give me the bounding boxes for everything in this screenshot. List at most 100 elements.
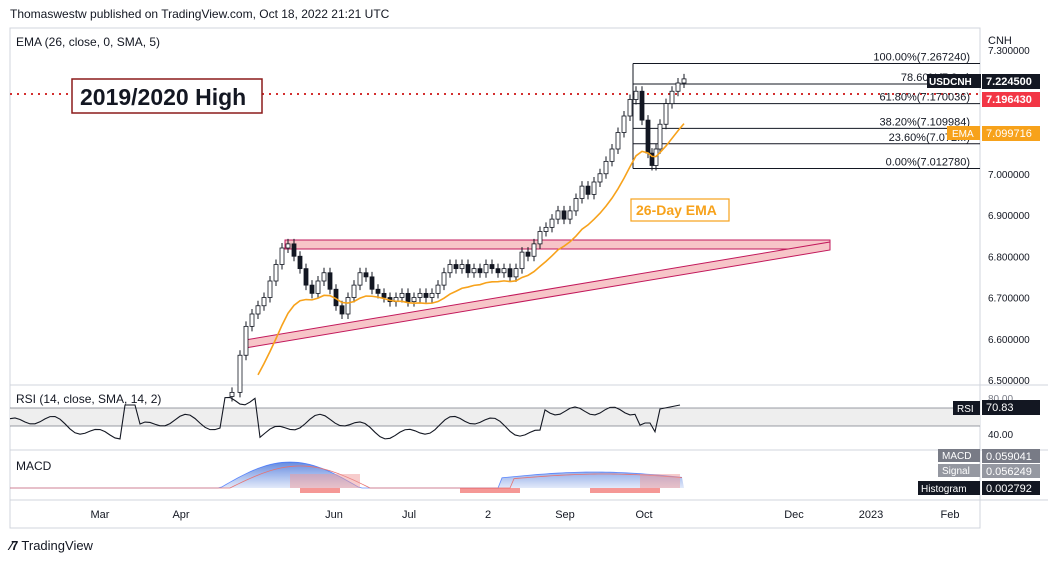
fibonacci-retracement[interactable]: 100.00%(7.267240)78.60%(7.2...)61.80%(7.… xyxy=(632,52,980,169)
candle-body xyxy=(471,268,477,274)
candle-body xyxy=(261,297,267,307)
candle-body xyxy=(285,243,291,249)
candle-body xyxy=(597,173,603,183)
candle-body xyxy=(291,243,297,257)
macd-area xyxy=(10,462,684,488)
rsi-tick-80: 80.00 xyxy=(988,394,1013,405)
candle-body xyxy=(507,268,513,278)
candle-body xyxy=(633,90,639,100)
candle-body xyxy=(345,297,351,315)
candle-body xyxy=(303,268,309,286)
symbol-tag xyxy=(927,74,981,88)
last-price-tag xyxy=(982,74,1040,89)
candle-body xyxy=(543,226,549,232)
candle-body xyxy=(477,268,483,274)
signal-value: 0.056249 xyxy=(986,466,1032,478)
high-price: 7.196430 xyxy=(986,94,1032,106)
candle-body xyxy=(249,313,255,327)
candle-body xyxy=(351,284,357,298)
candle-body xyxy=(405,292,411,303)
macd-histogram-bar xyxy=(300,488,340,493)
candle-body xyxy=(519,251,525,270)
price-tick: 7.000000 xyxy=(988,170,1030,181)
candle-body xyxy=(555,210,561,220)
candle-body xyxy=(255,305,261,315)
candle-body xyxy=(657,123,663,150)
candle-body xyxy=(513,268,519,278)
ema-label-box xyxy=(630,198,730,222)
candle-body xyxy=(609,148,615,162)
histogram-value: 0.002792 xyxy=(986,483,1032,495)
candle-body xyxy=(237,354,243,393)
currency-label: CNH xyxy=(988,35,1012,47)
candle-body xyxy=(229,391,235,397)
candle-body xyxy=(309,284,315,294)
candle-body xyxy=(429,292,435,298)
candle-body xyxy=(525,251,531,257)
last-price: 7.224500 xyxy=(986,76,1032,88)
time-axis: Mar Apr Jun Jul 2 Sep Oct Dec 2023 Feb xyxy=(91,509,960,521)
rsi-tick-40: 40.00 xyxy=(988,430,1013,441)
time-tick: Jun xyxy=(325,509,343,521)
ema-tag-text: EMA xyxy=(952,129,974,140)
time-tick: 2 xyxy=(485,509,491,521)
candle-body xyxy=(339,305,345,315)
macd-histogram-bar xyxy=(590,488,660,493)
price-chart[interactable]: EMA (26, close, 0, SMA, 5) CNH 7.3000007… xyxy=(0,0,1059,530)
rsi-line xyxy=(9,396,681,440)
candle-body xyxy=(423,292,429,298)
macd-series xyxy=(10,461,684,493)
fib-level-label: 100.00%(7.267240) xyxy=(873,52,970,64)
candle-body xyxy=(585,185,591,195)
candle-body xyxy=(297,255,303,270)
candle-body xyxy=(375,288,381,294)
macd-histogram-negative xyxy=(640,474,680,488)
macd-title: MACD xyxy=(16,459,52,473)
rsi-value: 70.83 xyxy=(986,402,1014,414)
signal-tag xyxy=(938,464,980,477)
histogram-tag-text: Histogram xyxy=(921,484,967,495)
time-tick: Dec xyxy=(784,509,804,521)
candle-body xyxy=(645,119,651,154)
candle-body xyxy=(453,264,459,270)
candle-body xyxy=(501,268,507,274)
symbol-tag-text: USDCNH xyxy=(929,77,972,88)
fib-level-label: 61.80%(7.170036) xyxy=(879,92,970,104)
ema-price-tag xyxy=(982,126,1040,141)
ema-tag xyxy=(947,126,980,140)
macd-tag-text: MACD xyxy=(942,451,971,462)
fib-level-label: 38.20%(7.109984) xyxy=(879,116,970,128)
footer-brand: TradingView xyxy=(21,538,93,553)
candle-body xyxy=(357,272,363,286)
candle-body xyxy=(561,210,567,220)
tradingview-logo-icon: ⁄7 xyxy=(10,538,18,553)
ema-indicator-title: EMA (26, close, 0, SMA, 5) xyxy=(16,35,160,49)
candle-body xyxy=(417,292,423,298)
candle-body xyxy=(447,264,453,274)
candlestick-series xyxy=(229,73,687,402)
rsi-tag xyxy=(953,401,980,415)
candle-body xyxy=(381,292,387,298)
price-tick: 6.600000 xyxy=(988,335,1030,346)
candle-body xyxy=(489,264,495,270)
candle-body xyxy=(483,264,489,274)
candle-body xyxy=(603,160,609,175)
candle-body xyxy=(579,185,585,199)
time-tick: Apr xyxy=(172,509,189,521)
macd-histogram-bar xyxy=(460,488,520,493)
candle-body xyxy=(279,247,285,265)
candle-body xyxy=(459,264,465,270)
time-tick: Jul xyxy=(402,509,416,521)
price-tick-labels: 7.300000 7.000000 6.900000 6.800000 6.700000… xyxy=(988,46,1030,387)
rsi-value-tag xyxy=(982,400,1040,415)
candle-body xyxy=(327,272,333,290)
candle-body xyxy=(591,181,597,195)
fib-level-label: 0.00%(7.012780) xyxy=(886,156,970,168)
candle-body xyxy=(267,280,273,298)
candle-body xyxy=(675,82,681,92)
time-tick: Feb xyxy=(941,509,960,521)
candle-body xyxy=(273,264,279,282)
macd-value: 0.059041 xyxy=(986,451,1032,463)
ema-label: 26-Day EMA xyxy=(636,202,717,218)
candle-body xyxy=(681,78,687,84)
